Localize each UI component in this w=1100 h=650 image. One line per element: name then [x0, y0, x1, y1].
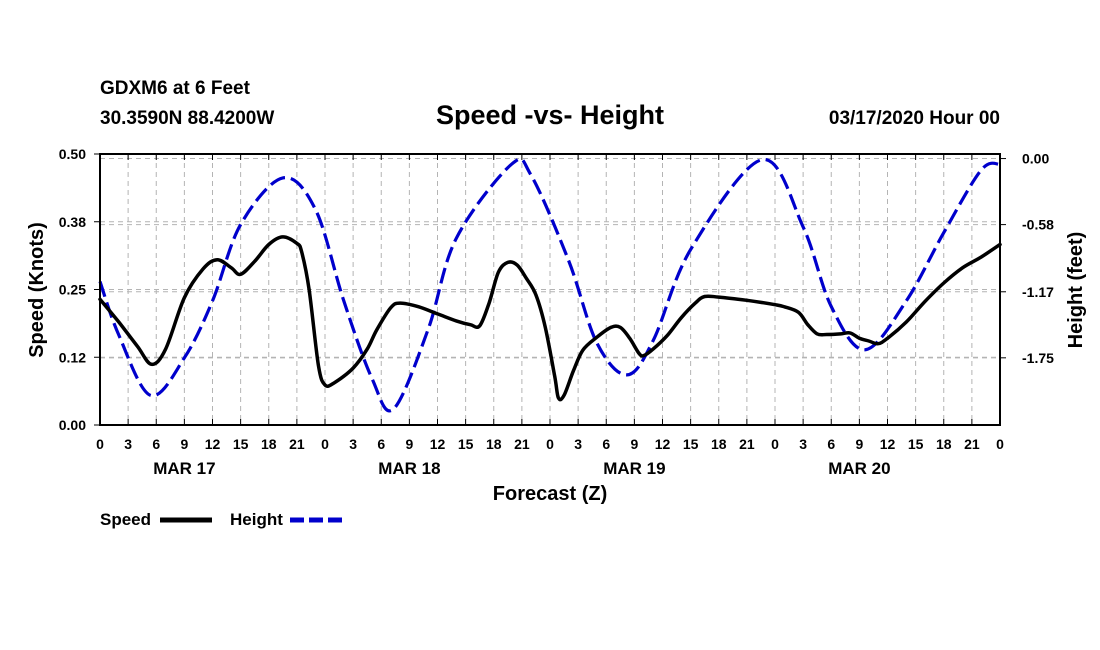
legend-height-label: Height	[230, 510, 283, 529]
height-series-line	[98, 157, 1001, 413]
speed-series-line	[98, 235, 1002, 402]
station-label: GDXM6 at 6 Feet	[100, 78, 251, 99]
x-tick-label: 15	[908, 436, 924, 452]
y-left-tick-label: 0.00	[59, 417, 86, 433]
grid	[100, 154, 1000, 425]
x-tick-label: 3	[349, 436, 357, 452]
chart-title: Speed -vs- Height	[436, 100, 664, 130]
x-tick-label: 18	[261, 436, 277, 452]
x-tick-label: 6	[152, 436, 160, 452]
axis-ticks: 0 3 6 9 12 15 18 21 0 3 6 9 12 15 18 21 0 3 6 9 12 15 18 21 0 3 6 9…	[59, 146, 1054, 478]
x-tick-label: 9	[630, 436, 638, 452]
x-tick-label: 9	[405, 436, 413, 452]
y-right-tick-label: -1.75	[1022, 350, 1054, 366]
x-tick-label: 3	[799, 436, 807, 452]
y-axis-left-label: Speed (Knots)	[26, 222, 48, 358]
x-tick-label: 21	[514, 436, 530, 452]
x-tick-label: 21	[289, 436, 305, 452]
x-tick-label: 0	[96, 436, 104, 452]
y-left-tick-label: 0.50	[59, 146, 86, 162]
y-right-tick-label: -0.58	[1022, 217, 1054, 233]
x-tick-label: 3	[124, 436, 132, 452]
x-tick-label: 12	[655, 436, 671, 452]
y-left-tick-label: 0.25	[59, 282, 86, 298]
y-right-tick-label: 0.00	[1022, 151, 1049, 167]
x-tick-label: 0	[996, 436, 1004, 452]
y-left-tick-label: 0.12	[59, 349, 86, 365]
x-tick-label: 12	[205, 436, 221, 452]
x-tick-label: 3	[574, 436, 582, 452]
series-lines	[98, 157, 1002, 413]
x-tick-label: 9	[855, 436, 863, 452]
x-tick-label: 0	[321, 436, 329, 452]
x-tick-label: 0	[771, 436, 779, 452]
x-tick-label: 15	[683, 436, 699, 452]
day-label: MAR 19	[603, 459, 665, 478]
legend: Speed Height	[100, 510, 342, 529]
x-axis-label: Forecast (Z)	[493, 483, 607, 505]
x-tick-label: 6	[377, 436, 385, 452]
coords-label: 30.3590N 88.4200W	[100, 108, 274, 129]
datetime-label: 03/17/2020 Hour 00	[829, 108, 1000, 129]
y-axis-right-label: Height (feet)	[1065, 232, 1087, 349]
x-tick-label: 18	[711, 436, 727, 452]
x-tick-label: 18	[936, 436, 952, 452]
x-tick-label: 0	[546, 436, 554, 452]
day-label: MAR 20	[828, 459, 890, 478]
x-tick-label: 15	[458, 436, 474, 452]
x-tick-label: 18	[486, 436, 502, 452]
day-label: MAR 17	[153, 459, 215, 478]
day-label: MAR 18	[378, 459, 440, 478]
x-tick-label: 21	[739, 436, 755, 452]
y-right-tick-label: -1.17	[1022, 284, 1054, 300]
x-tick-label: 12	[430, 436, 446, 452]
legend-speed-label: Speed	[100, 510, 151, 529]
x-tick-label: 6	[602, 436, 610, 452]
x-tick-label: 12	[880, 436, 896, 452]
x-tick-label: 9	[180, 436, 188, 452]
x-tick-label: 15	[233, 436, 249, 452]
x-tick-label: 21	[964, 436, 980, 452]
x-tick-label: 6	[827, 436, 835, 452]
y-left-tick-label: 0.38	[59, 214, 86, 230]
